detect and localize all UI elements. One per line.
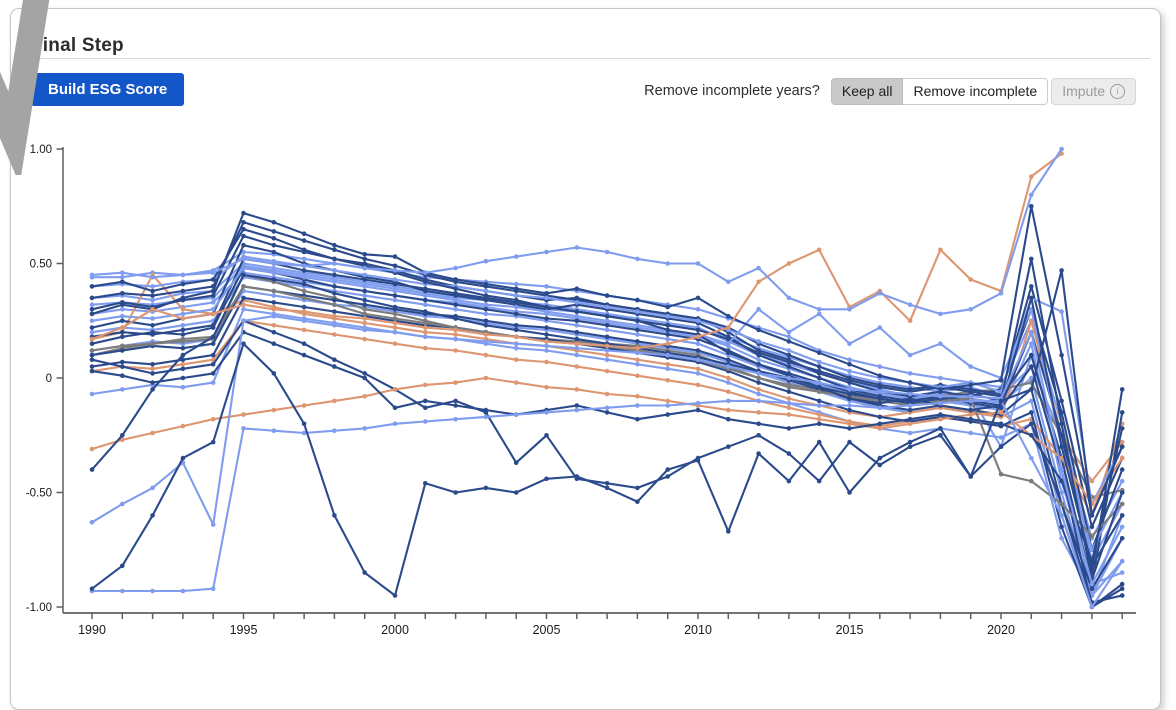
x-tick-label: 2000 — [381, 623, 409, 637]
y-tick-label: 0 — [46, 373, 52, 385]
series-line-b3 — [89, 146, 1064, 317]
build-esg-score-button[interactable]: Build ESG Score — [31, 73, 185, 106]
x-tick-label: 1995 — [230, 623, 258, 637]
toggle-option-impute[interactable]: Impute i — [1051, 77, 1136, 105]
series-line-b2 — [89, 313, 1125, 587]
series-line-n4 — [89, 268, 1125, 598]
remove-incomplete-toggle-group: Remove incomplete years? Keep all Remove… — [644, 77, 1136, 105]
series-lines — [89, 146, 1125, 610]
x-tick-label: 2005 — [533, 623, 561, 637]
x-tick-label: 2010 — [684, 623, 712, 637]
series-line-o2 — [89, 151, 1064, 351]
info-icon: i — [1110, 83, 1125, 99]
y-tick-label: 0.50 — [30, 259, 52, 271]
toggle-option-remove-incomplete[interactable]: Remove incomplete — [903, 77, 1049, 105]
esg-line-chart: 1.00 0.50 0 -0.50 -1.00 1990 1995 2000 2005 2010 2… — [26, 144, 1136, 637]
series-line-b1 — [89, 398, 1125, 610]
series-line-n1 — [89, 204, 1125, 518]
y-tick-label: -0.50 — [26, 488, 52, 500]
x-tick-label: 2020 — [987, 623, 1015, 637]
title-divider — [31, 58, 1150, 59]
page-title: Final Step — [31, 34, 124, 56]
y-axis: 1.00 0.50 0 -0.50 -1.00 — [26, 144, 64, 614]
y-tick-label: -1.00 — [26, 602, 52, 614]
x-tick-label: 2015 — [836, 623, 864, 637]
y-tick-label: 1.00 — [30, 144, 52, 156]
esg-scores-chart-area: 1.00 0.50 0 -0.50 -1.00 1990 1995 2000 2005 2010 2… — [0, 130, 1160, 656]
x-axis: 1990 1995 2000 2005 2010 2015 2020 — [63, 612, 1136, 637]
toggle-option-keep-all[interactable]: Keep all — [830, 77, 904, 105]
x-tick-label: 1990 — [78, 623, 106, 637]
final-step-panel: Final Step Build ESG Score Remove incomp… — [10, 8, 1161, 710]
toggle-option-impute-label: Impute — [1062, 83, 1105, 99]
toggle-question-label: Remove incomplete years? — [644, 83, 820, 99]
